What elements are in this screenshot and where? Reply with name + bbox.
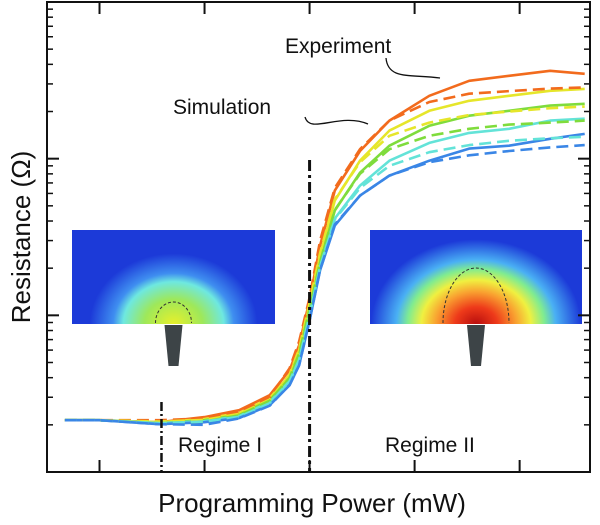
temperature-map	[370, 230, 582, 324]
inset-temperature-map-regime-1	[72, 230, 275, 366]
x-axis-label: Programming Power (mW)	[158, 488, 466, 518]
simulation-series-6	[64, 105, 585, 423]
simulation-series-5	[64, 86, 585, 422]
annotation-simulation: Simulation	[173, 96, 271, 119]
y-axis-label: Resistance (Ω)	[6, 151, 36, 324]
inset-temperature-map-regime-2	[370, 230, 582, 366]
experiment-leader-line	[385, 57, 441, 79]
melt-boundary	[442, 267, 510, 324]
simulation-series-9	[64, 143, 585, 427]
annotation-regime-2: Regime II	[385, 434, 475, 457]
heater-tip	[164, 325, 183, 366]
annotation-experiment: Experiment	[285, 35, 391, 58]
plot-frame	[46, 1, 591, 473]
simulation-leader-line	[304, 116, 369, 125]
heater-tip	[467, 325, 485, 366]
annotation-regime-1: Regime I	[178, 434, 262, 457]
melt-boundary	[155, 301, 192, 324]
temperature-map	[72, 230, 275, 324]
